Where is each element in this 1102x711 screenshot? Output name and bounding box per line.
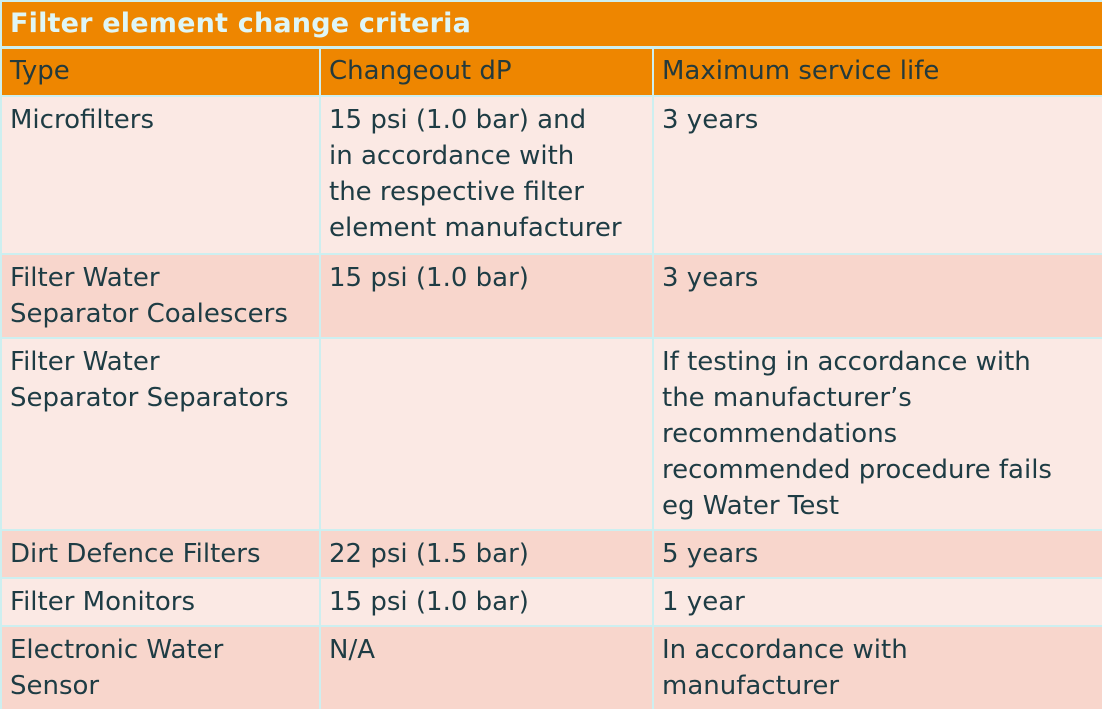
- header-row: Type Changeout dP Maximum service life: [2, 49, 1102, 95]
- cell-line: recommended procedure fails: [662, 455, 1052, 485]
- cell-type: Filter Water Separator Coalescers: [2, 255, 319, 337]
- cell-line: Filter Water: [10, 263, 160, 293]
- cell-type: Microfilters: [2, 97, 319, 253]
- cell-line: Filter Monitors: [10, 587, 196, 617]
- cell-line: eg Water Test: [662, 491, 840, 521]
- cell-type: Dirt Defence Filters: [2, 531, 319, 577]
- cell-line: If testing in accordance with: [662, 347, 1031, 377]
- cell-line: Electronic Water: [10, 635, 224, 665]
- cell-dp: [321, 339, 652, 529]
- cell-line: Dirt Defence Filters: [10, 539, 261, 569]
- header-type: Type: [2, 49, 319, 95]
- cell-line: element manufacturer: [329, 213, 622, 243]
- cell-life: 3 years: [654, 255, 1102, 337]
- cell-type: Electronic Water Sensor: [2, 627, 319, 709]
- cell-life: 5 years: [654, 531, 1102, 577]
- cell-life: In accordance with manufacturer: [654, 627, 1102, 709]
- cell-line: manufacturer: [662, 671, 840, 701]
- cell-type: Filter Monitors: [2, 579, 319, 625]
- cell-type: Filter Water Separator Separators: [2, 339, 319, 529]
- cell-line: recommendations: [662, 419, 898, 449]
- cell-dp: 22 psi (1.5 bar): [321, 531, 652, 577]
- cell-line: 3 years: [662, 105, 759, 135]
- filter-criteria-table: Type Changeout dP Maximum service life M…: [0, 47, 1102, 711]
- cell-line: Sensor: [10, 671, 100, 701]
- header-changeout-dp: Changeout dP: [321, 49, 652, 95]
- cell-line: 5 years: [662, 539, 759, 569]
- cell-line: N/A: [329, 635, 375, 665]
- cell-dp: 15 psi (1.0 bar): [321, 255, 652, 337]
- cell-line: Separator Coalescers: [10, 299, 288, 329]
- cell-line: In accordance with: [662, 635, 908, 665]
- cell-dp: N/A: [321, 627, 652, 709]
- table-row: Electronic Water Sensor N/A In accordanc…: [2, 627, 1102, 709]
- table-row: Microfilters 15 psi (1.0 bar) and in acc…: [2, 97, 1102, 253]
- cell-life: 3 years: [654, 97, 1102, 253]
- cell-line: Separator Separators: [10, 383, 289, 413]
- cell-line: the manufacturer’s: [662, 383, 912, 413]
- cell-line: 22 psi (1.5 bar): [329, 539, 529, 569]
- cell-life: If testing in accordance with the manufa…: [654, 339, 1102, 529]
- table-row: Filter Water Separator Separators If tes…: [2, 339, 1102, 529]
- cell-line: the respective filter: [329, 177, 584, 207]
- cell-dp: 15 psi (1.0 bar): [321, 579, 652, 625]
- cell-line: 15 psi (1.0 bar) and: [329, 105, 587, 135]
- cell-line: in accordance with: [329, 141, 575, 171]
- table-row: Dirt Defence Filters 22 psi (1.5 bar) 5 …: [2, 531, 1102, 577]
- cell-line: 15 psi (1.0 bar): [329, 587, 529, 617]
- cell-line: Filter Water: [10, 347, 160, 377]
- header-max-service-life: Maximum service life: [654, 49, 1102, 95]
- table-row: Filter Water Separator Coalescers 15 psi…: [2, 255, 1102, 337]
- cell-dp: 15 psi (1.0 bar) and in accordance with …: [321, 97, 652, 253]
- table-row: Filter Monitors 15 psi (1.0 bar) 1 year: [2, 579, 1102, 625]
- cell-line: Microfilters: [10, 105, 155, 135]
- cell-life: 1 year: [654, 579, 1102, 625]
- cell-line: 1 year: [662, 587, 745, 617]
- cell-line: 3 years: [662, 263, 759, 293]
- cell-line: 15 psi (1.0 bar): [329, 263, 529, 293]
- table-title: Filter element change criteria: [2, 2, 1102, 46]
